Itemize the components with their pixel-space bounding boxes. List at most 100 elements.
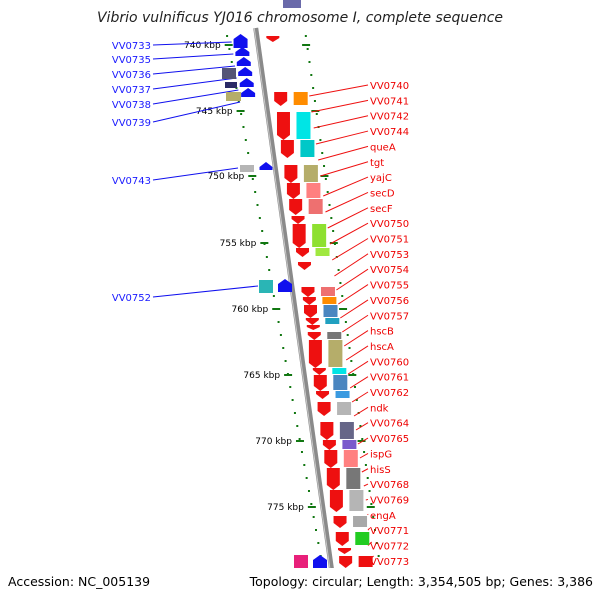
scale-dot — [363, 451, 366, 453]
gene-label-right: VV0751 — [370, 235, 409, 246]
scale-label: 765 kbp — [243, 371, 280, 381]
label-leader — [311, 99, 369, 113]
label-leader — [313, 115, 369, 129]
scale-dot — [289, 386, 292, 388]
gene-arrow-forward — [313, 555, 327, 569]
label-leader — [152, 285, 259, 298]
scale-dot — [298, 438, 301, 440]
gene-box — [322, 297, 337, 304]
scale-dot — [326, 191, 329, 193]
label-leader — [309, 84, 369, 97]
scale-label: 760 kbp — [232, 305, 269, 315]
gene-label-right: VV0760 — [370, 357, 409, 368]
gene-label-left: VV0743 — [112, 176, 151, 187]
chromosome-axis-highlight — [253, 27, 335, 600]
gene-arrow-reverse — [317, 402, 331, 416]
label-leader — [363, 483, 369, 487]
scale-dot — [319, 139, 322, 141]
scale-dot — [291, 399, 294, 401]
gene-label-right: VV0741 — [370, 96, 409, 107]
gene-label-right: VV0773 — [370, 557, 409, 568]
scale-dot — [339, 282, 342, 284]
scale-dot — [244, 139, 247, 141]
scale-dot — [353, 386, 356, 388]
label-leader — [353, 406, 369, 417]
gene-arrow-reverse — [306, 325, 320, 330]
scale-dot — [348, 347, 351, 349]
scale-dot — [307, 490, 310, 492]
gene-arrow-reverse — [304, 305, 317, 318]
scale-dot — [228, 48, 231, 50]
scale-dot — [296, 425, 299, 427]
gene-arrow-forward — [233, 34, 248, 48]
gene-label-right: VV0768 — [370, 480, 409, 491]
gene-arrow-reverse — [266, 36, 280, 42]
gene-box — [337, 402, 352, 415]
scale-dot — [337, 269, 340, 271]
label-leader — [152, 167, 239, 181]
gene-label-right: VV0756 — [370, 296, 409, 307]
gene-label-right: ndk — [370, 403, 389, 414]
scale-dot — [268, 269, 271, 271]
label-leader — [320, 161, 369, 177]
label-leader — [365, 498, 369, 501]
gene-arrow-forward — [278, 279, 292, 292]
scale-label: 750 kbp — [208, 172, 245, 182]
accession-text: Accession: NC_005139 — [8, 574, 150, 589]
gene-arrow-reverse — [322, 440, 336, 450]
gene-box — [342, 440, 357, 449]
gene-box — [343, 450, 358, 467]
label-leader — [336, 268, 369, 291]
scale-dot — [344, 321, 347, 323]
gene-arrow-forward — [236, 57, 251, 66]
label-leader — [318, 145, 369, 161]
scale-dot — [317, 542, 320, 544]
gene-label-right: secD — [370, 188, 395, 199]
scale-dot — [368, 490, 371, 492]
scale-dot — [364, 464, 367, 466]
gene-arrow-reverse — [292, 224, 306, 248]
gene-label-right: hscB — [370, 327, 394, 338]
scale-dot — [251, 178, 254, 180]
label-leader — [329, 222, 369, 245]
gene-label-right: VV0764 — [370, 419, 409, 430]
footer-background — [0, 568, 600, 600]
gene-box — [240, 165, 254, 172]
scale-dot — [300, 451, 303, 453]
label-leader — [367, 527, 371, 531]
label-leader — [338, 284, 369, 305]
gene-box — [308, 199, 323, 214]
gene-arrow-reverse — [313, 375, 327, 391]
scale-dot — [265, 256, 268, 258]
scale-dot — [350, 360, 353, 362]
scale-dot — [247, 152, 250, 154]
scale-dot — [323, 165, 326, 167]
label-leader — [331, 238, 369, 261]
gene-box — [353, 516, 368, 527]
gene-arrow-reverse — [338, 548, 352, 554]
gene-label-right: VV0754 — [370, 265, 409, 276]
gene-arrow-reverse — [324, 450, 338, 468]
gene-box — [300, 140, 315, 157]
gene-arrow-reverse — [305, 318, 319, 325]
label-leader — [152, 41, 232, 46]
gene-label-right: VV0761 — [370, 373, 409, 384]
gene-box — [315, 248, 330, 256]
scale-dot — [374, 529, 376, 531]
gene-label-left: VV0735 — [112, 55, 151, 66]
gene-label-right: VV0740 — [370, 81, 409, 92]
gene-box — [332, 368, 347, 374]
gene-box — [306, 183, 321, 198]
gene-arrow-reverse — [289, 199, 303, 215]
scale-dot — [377, 555, 380, 557]
scale-label: 775 kbp — [267, 503, 304, 513]
gene-arrow-reverse — [286, 183, 300, 199]
scale-dot — [315, 113, 318, 115]
gene-box — [259, 280, 273, 293]
label-leader — [325, 191, 369, 213]
gene-box — [346, 468, 361, 489]
label-leader — [152, 101, 241, 123]
gene-box — [328, 340, 343, 367]
gene-box — [312, 224, 327, 247]
